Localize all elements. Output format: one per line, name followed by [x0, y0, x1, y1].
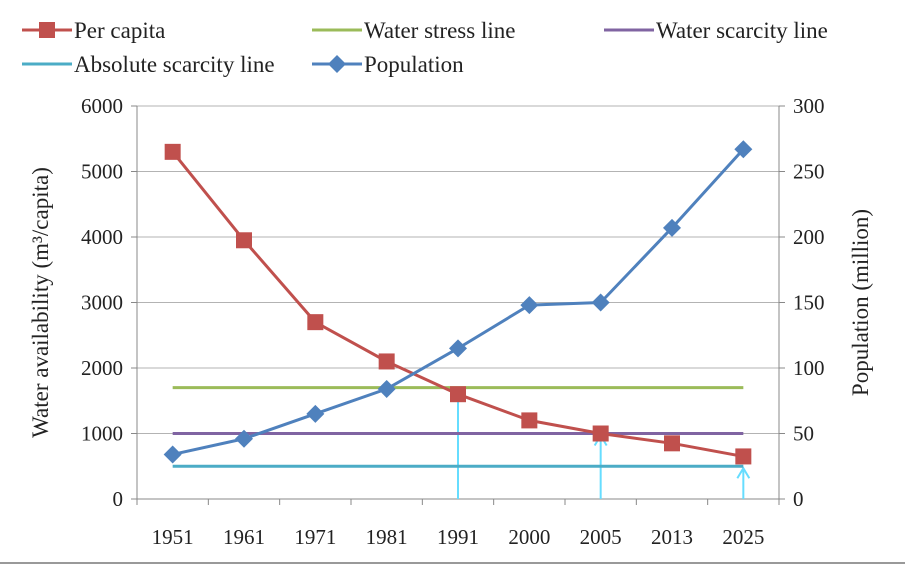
series-group: [163, 140, 753, 468]
right-tick-label-100: 100: [793, 356, 825, 380]
right-tick-label-50: 50: [793, 422, 814, 446]
point-per-capita-2025: [735, 448, 752, 465]
point-population-2005: [591, 293, 610, 312]
point-population-1981: [377, 379, 396, 398]
arrow-2025: [736, 466, 751, 499]
series-per-capita: [164, 143, 752, 465]
annotation-arrows: [451, 387, 751, 499]
legend-item-water-scarcity-line: Water scarcity line: [604, 18, 828, 43]
x-tick-label-2025: 2025: [722, 525, 764, 549]
legend-label-water-stress-line: Water stress line: [364, 18, 515, 43]
point-per-capita-1991: [450, 386, 466, 403]
x-tick-label-1951: 1951: [152, 525, 194, 549]
point-per-capita-2000: [521, 412, 538, 429]
legend-label-absolute-scarcity-line: Absolute scarcity line: [74, 52, 275, 77]
point-per-capita-1951: [164, 143, 181, 160]
point-per-capita-2005: [592, 425, 609, 442]
right-tick-label-150: 150: [793, 291, 825, 315]
x-tick-label-1961: 1961: [223, 525, 265, 549]
legend-label-per-capita: Per capita: [74, 18, 165, 43]
x-tick-label-2013: 2013: [651, 525, 693, 549]
legend-marker-population: [328, 55, 346, 73]
y2-axis-title: Population (million): [848, 209, 873, 396]
point-population-1991: [449, 339, 467, 358]
x-tick-label-1971: 1971: [294, 525, 336, 549]
left-tick-label-6000: 6000: [81, 94, 123, 118]
y-axis-title: Water availability (m³/capita): [28, 167, 53, 438]
point-population-2000: [520, 296, 539, 315]
point-per-capita-1961: [236, 232, 252, 249]
legend-item-absolute-scarcity-line: Absolute scarcity line: [22, 52, 275, 77]
point-population-1961: [235, 429, 253, 448]
left-tick-label-2000: 2000: [81, 356, 123, 380]
legend-item-population: Population: [312, 52, 464, 77]
legend-item-per-capita: Per capita: [22, 18, 165, 43]
x-tick-label-2005: 2005: [580, 525, 622, 549]
x-tick-label-2000: 2000: [508, 525, 550, 549]
left-tick-label-5000: 5000: [81, 160, 123, 184]
right-axis-ticks: 0 50 100 150 200 250 300: [779, 94, 825, 511]
series-population: [163, 140, 753, 464]
legend-item-water-stress-line: Water stress line: [312, 18, 515, 43]
point-population-1951: [163, 445, 182, 464]
left-axis-ticks: 0 1000 2000 3000 4000 5000 6000: [81, 94, 137, 511]
left-tick-label-4000: 4000: [81, 225, 123, 249]
legend: Per capita Water stress line Water scarcit…: [22, 18, 828, 77]
right-tick-label-300: 300: [793, 94, 825, 118]
point-per-capita-1981: [378, 353, 395, 370]
point-population-2025: [734, 140, 753, 159]
left-tick-label-1000: 1000: [81, 422, 123, 446]
point-per-capita-1971: [307, 314, 324, 331]
x-tick-label-1981: 1981: [366, 525, 408, 549]
bottom-divider: [0, 562, 905, 564]
right-tick-label-0: 0: [793, 487, 804, 511]
arrow-1991: [451, 387, 465, 499]
arrow-head-2025: [736, 466, 751, 479]
left-tick-label-3000: 3000: [81, 291, 123, 315]
point-population-2013: [663, 218, 681, 237]
legend-label-water-scarcity-line: Water scarcity line: [656, 18, 828, 43]
point-population-1971: [306, 404, 325, 423]
right-tick-label-250: 250: [793, 160, 825, 184]
right-tick-label-200: 200: [793, 225, 825, 249]
x-axis-ticks: 1951 1961 1971 1981 1991 2000 2005 2013 2025: [136, 499, 780, 549]
left-tick-label-0: 0: [113, 487, 124, 511]
x-tick-label-1991: 1991: [437, 525, 479, 549]
point-per-capita-2013: [664, 435, 680, 452]
legend-marker-per-capita: [39, 22, 55, 38]
legend-label-population: Population: [364, 52, 464, 77]
